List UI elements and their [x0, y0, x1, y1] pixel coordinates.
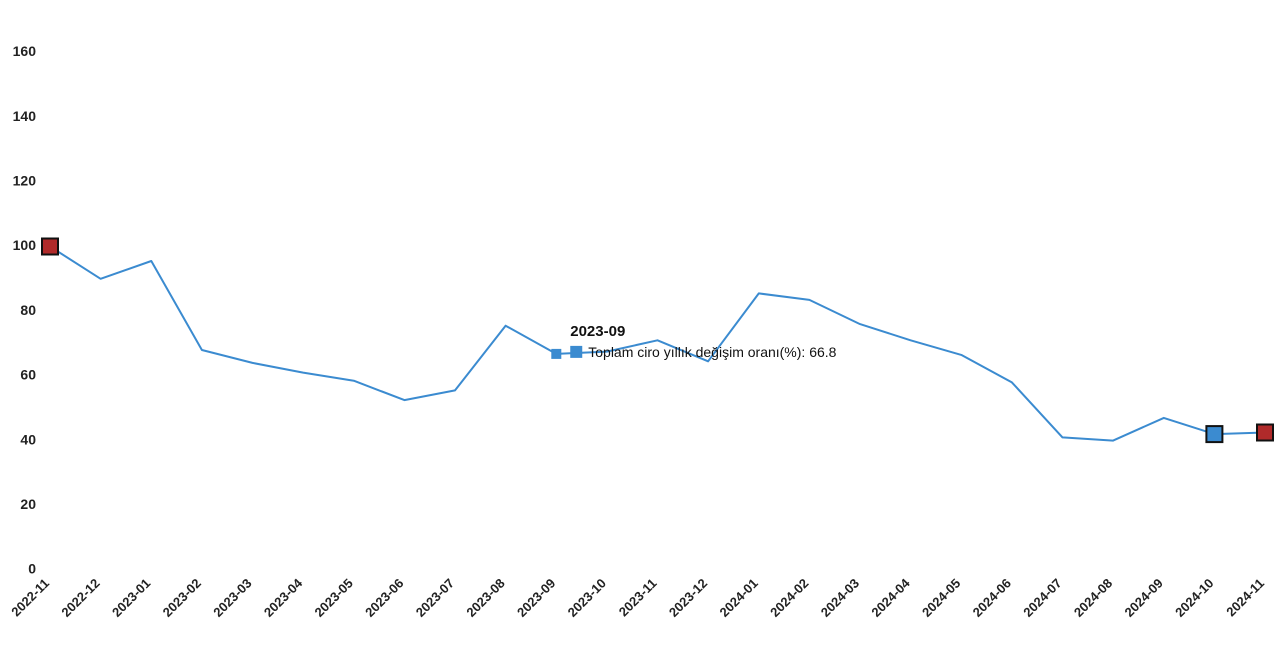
- marker-hover: [551, 349, 561, 359]
- marker-prev: [1206, 426, 1222, 442]
- x-tick-label: 2024-07: [1020, 576, 1064, 620]
- marker-last: [1257, 425, 1273, 441]
- chart-container: 0204060801001201401602022-112022-122023-…: [0, 0, 1280, 658]
- y-tick-label: 20: [20, 496, 36, 512]
- x-tick-label: 2023-12: [666, 576, 710, 620]
- y-tick-label: 80: [20, 302, 36, 318]
- y-axis: 0 20 40 60 80 100 120 140 160: [13, 43, 37, 577]
- x-tick-label: 2023-08: [463, 576, 507, 620]
- x-tick-label: 2024-06: [970, 576, 1014, 620]
- x-tick-label: 2023-09: [514, 576, 558, 620]
- x-tick-label: 2023-04: [261, 575, 306, 620]
- x-tick-label: 2023-02: [160, 576, 204, 620]
- x-tick-label: 2024-10: [1172, 576, 1216, 620]
- x-tick-label: 2024-01: [717, 576, 761, 620]
- x-tick-label: 2024-09: [1122, 576, 1166, 620]
- x-tick-label: 2023-05: [312, 576, 356, 620]
- y-tick-label: 40: [20, 431, 36, 447]
- x-tick-label: 2022-11: [8, 576, 52, 620]
- y-tick-label: 120: [13, 172, 37, 188]
- x-tick-label: 2024-04: [868, 575, 913, 620]
- y-tick-label: 140: [13, 108, 37, 124]
- x-tick-label: 2024-05: [919, 576, 963, 620]
- marker-first: [42, 239, 58, 255]
- x-tick-label: 2023-11: [616, 576, 660, 620]
- y-tick-label: 100: [13, 237, 37, 253]
- tooltip-swatch: [570, 346, 582, 358]
- y-tick-label: 0: [28, 561, 36, 577]
- tooltip: 2023-09 Toplam ciro yıllık değişim oranı(…: [570, 323, 836, 360]
- x-tick-label: 2024-08: [1071, 576, 1115, 620]
- x-tick-label: 2023-01: [109, 576, 153, 620]
- tooltip-title: 2023-09: [570, 323, 625, 340]
- x-tick-label: 2024-03: [818, 576, 862, 620]
- x-tick-label: 2023-07: [413, 576, 457, 620]
- y-tick-label: 160: [13, 43, 37, 59]
- x-tick-label: 2022-12: [58, 576, 102, 620]
- y-tick-label: 60: [20, 367, 36, 383]
- x-axis: 2022-112022-122023-012023-022023-032023-…: [8, 575, 1267, 620]
- tooltip-text: Toplam ciro yıllık değişim oranı(%): 66.…: [588, 344, 836, 360]
- x-tick-label: 2024-11: [1223, 576, 1267, 620]
- x-tick-label: 2023-06: [362, 576, 406, 620]
- x-tick-label: 2023-10: [565, 576, 609, 620]
- line-chart: 0204060801001201401602022-112022-122023-…: [0, 0, 1280, 658]
- x-tick-label: 2023-03: [210, 576, 254, 620]
- x-tick-label: 2024-02: [767, 576, 811, 620]
